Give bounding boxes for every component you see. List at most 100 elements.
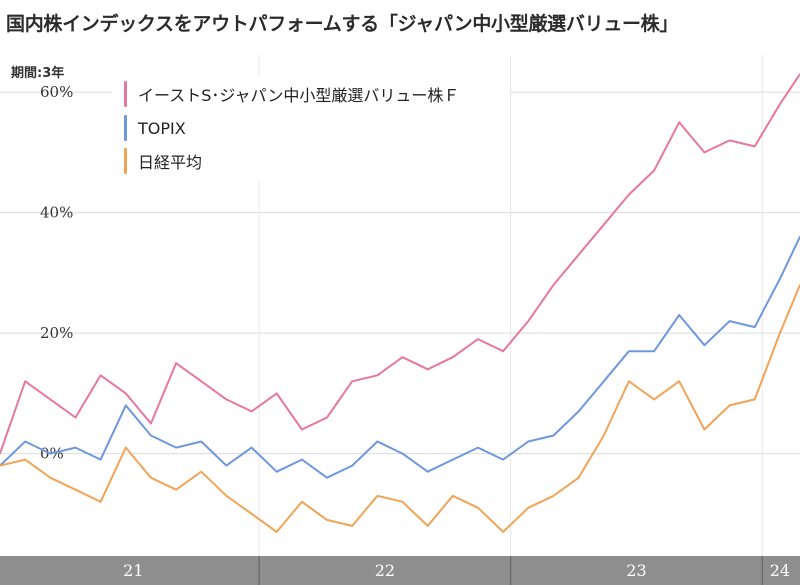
series-point-1-28: [703, 344, 706, 347]
series-point-2-9: [225, 495, 228, 497]
series-point-2-0: [0, 464, 1, 467]
series-point-1-20: [502, 458, 504, 461]
series-point-0-16: [401, 356, 404, 359]
series-point-2-31: [779, 332, 781, 334]
series-point-1-26: [653, 350, 655, 353]
y-tick-label: 60%: [40, 83, 73, 101]
series-point-2-4: [99, 501, 102, 503]
legend-label-nikkei: 日経平均: [138, 153, 203, 172]
series-point-1-31: [779, 278, 781, 280]
series-point-0-18: [452, 356, 454, 359]
series-point-2-21: [527, 507, 530, 509]
x-axis-bar: 21 22 23 24: [0, 556, 800, 585]
series-point-0-15: [376, 374, 379, 377]
series-point-2-19: [477, 507, 479, 509]
series-point-1-12: [301, 458, 303, 461]
series-point-0-31: [779, 103, 781, 105]
series-point-1-2: [49, 452, 52, 455]
legend-swatch-fund: [124, 81, 127, 107]
series-point-0-8: [200, 380, 203, 383]
series-point-0-26: [653, 169, 655, 172]
series-point-0-17: [426, 368, 429, 371]
series-point-1-23: [577, 410, 580, 413]
legend-item-fund: イーストS･ジャパン中小型厳選バリュー株Ｆ: [124, 81, 459, 107]
series-lines: [0, 73, 800, 533]
chart-legend: イーストS･ジャパン中小型厳選バリュー株Ｆ TOPIX 日経平均: [112, 77, 510, 181]
series-point-0-11: [275, 392, 278, 395]
series-point-2-15: [376, 495, 379, 497]
legend-swatch-nikkei: [124, 148, 127, 174]
x-tick-label: 23: [626, 561, 646, 580]
series-point-1-11: [275, 470, 278, 473]
series-point-1-6: [150, 434, 152, 437]
series-point-0-28: [703, 151, 706, 154]
series-point-0-22: [552, 284, 555, 286]
series-point-2-23: [577, 476, 580, 479]
legend-label-topix: TOPIX: [138, 118, 186, 138]
series-point-1-18: [452, 458, 454, 461]
series-point-2-3: [74, 488, 77, 491]
legend-item-topix: TOPIX: [124, 115, 186, 141]
series-point-0-25: [628, 193, 630, 196]
series-point-2-8: [200, 470, 203, 473]
series-point-1-9: [225, 464, 228, 467]
series-point-2-5: [125, 446, 127, 449]
series-point-1-14: [351, 464, 354, 467]
series-point-0-13: [326, 416, 328, 419]
period-label: 期間:3年: [11, 66, 65, 81]
series-point-2-10: [250, 513, 253, 515]
series-point-1-30: [753, 326, 756, 328]
series-point-0-19: [477, 338, 479, 340]
series-point-2-26: [653, 398, 655, 401]
series-line-1: [0, 236, 800, 479]
series-point-1-22: [552, 434, 555, 437]
series-point-1-27: [678, 314, 680, 316]
series-point-0-12: [301, 428, 303, 431]
chart-title: 国内株インデックスをアウトパフォームする「ジャパン中小型厳選バリュー株」: [6, 13, 679, 35]
series-point-1-1: [24, 440, 27, 443]
series-point-2-22: [552, 495, 555, 497]
series-point-2-18: [452, 495, 454, 497]
series-point-0-14: [351, 380, 354, 383]
series-point-1-17: [426, 470, 429, 473]
series-point-0-5: [125, 392, 127, 395]
series-point-2-20: [502, 531, 504, 533]
series-point-2-25: [628, 380, 630, 383]
series-point-0-9: [225, 398, 228, 401]
legend-swatch-topix: [124, 115, 127, 141]
series-point-2-13: [326, 519, 328, 521]
series-point-2-6: [150, 476, 152, 479]
series-point-1-3: [74, 446, 77, 449]
series-point-1-8: [200, 440, 203, 443]
series-point-0-0: [0, 452, 1, 455]
series-point-2-1: [24, 458, 27, 461]
series-point-1-25: [628, 350, 630, 353]
series-point-0-27: [678, 121, 680, 124]
series-point-2-16: [401, 501, 404, 503]
series-point-2-17: [426, 525, 429, 527]
series-point-2-7: [175, 488, 177, 491]
x-tick-label: 24: [770, 561, 790, 580]
series-point-1-15: [376, 440, 379, 443]
series-point-0-30: [753, 145, 756, 148]
series-point-1-7: [175, 446, 177, 449]
x-tick-label: 21: [123, 561, 143, 580]
series-point-1-21: [527, 440, 530, 443]
series-point-0-20: [502, 350, 504, 353]
series-point-0-21: [527, 320, 530, 322]
series-point-1-10: [250, 446, 253, 449]
y-tick-label: 20%: [40, 324, 73, 342]
y-tick-label: 40%: [40, 204, 73, 222]
series-point-1-4: [99, 458, 102, 461]
x-axis-band: [0, 556, 800, 585]
series-point-0-6: [150, 422, 152, 425]
series-point-1-19: [477, 446, 479, 449]
series-point-0-23: [577, 254, 580, 256]
y-axis-tick-labels: 0%20%40%60%: [40, 83, 73, 462]
series-point-2-28: [703, 428, 706, 431]
series-point-1-29: [728, 320, 731, 322]
series-point-0-29: [728, 139, 731, 142]
series-point-0-4: [99, 374, 102, 377]
series-point-2-27: [678, 380, 680, 383]
